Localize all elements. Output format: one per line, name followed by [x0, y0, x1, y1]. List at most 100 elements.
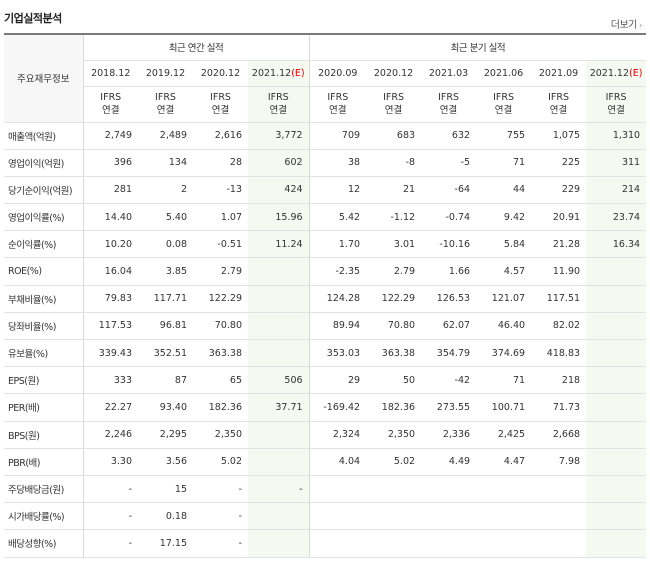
table-row: 매출액(억원) 2,749 2,489 2,616 3,772 709 683 632 755 1… — [4, 122, 647, 150]
table-cell: 333 — [83, 366, 138, 395]
table-cell: 1.70 — [308, 230, 367, 259]
table-row: 유보율(%) 339.43 352.51 363.38 353.03 363.38 354.… — [4, 339, 647, 368]
table-cell: 2,616 — [193, 122, 248, 150]
row-label: 배당성향(%) — [4, 529, 84, 558]
table-cell — [248, 448, 310, 476]
table-cell: 28 — [193, 149, 248, 177]
table-cell: 229 — [531, 176, 587, 205]
chevron-right-icon: › — [638, 21, 643, 31]
table-cell: 14.40 — [83, 203, 138, 232]
row-label: EPS(원) — [4, 366, 84, 395]
basis-header: IFRS 연결 — [83, 86, 138, 123]
table-cell — [586, 421, 647, 449]
table-cell: 273.55 — [421, 393, 477, 422]
table-cell: 3,772 — [248, 122, 310, 150]
table-cell: 374.69 — [476, 339, 532, 368]
table-cell: 311 — [586, 149, 647, 177]
row-label: 주당배당금(원) — [4, 474, 84, 504]
table-cell: - — [248, 474, 310, 504]
table-cell: 5.02 — [193, 448, 248, 476]
table-cell: 17.15 — [138, 529, 193, 558]
table-cell — [531, 529, 587, 558]
table-row: 주당배당금(원) -15- - — [4, 474, 647, 504]
table-cell: - — [83, 474, 138, 504]
table-cell: 71 — [476, 366, 532, 395]
table-row: 시가배당률(%) -0.18- — [4, 502, 647, 531]
table-cell — [586, 502, 647, 531]
table-cell: 20.91 — [531, 203, 587, 232]
table-cell — [248, 421, 310, 449]
table-cell: 50 — [366, 366, 422, 395]
table-cell — [366, 502, 422, 531]
table-cell: 117.53 — [83, 312, 138, 341]
table-cell: 353.03 — [308, 339, 367, 368]
table-cell — [476, 529, 532, 558]
table-cell: 21 — [366, 176, 422, 205]
basis-scope: 연결 — [549, 105, 568, 116]
table-cell: 5.42 — [308, 203, 367, 232]
table-cell: 2,350 — [366, 421, 422, 449]
basis-standard: IFRS — [155, 92, 176, 103]
row-label: 유보율(%) — [4, 339, 84, 368]
table-cell: 124.28 — [308, 285, 367, 313]
table-cell: 79.83 — [83, 285, 138, 313]
table-cell — [586, 529, 647, 558]
table-cell: 37.71 — [248, 393, 310, 422]
table-cell: 2,246 — [83, 421, 138, 449]
row-label: 시가배당률(%) — [4, 502, 84, 531]
table-cell: 65 — [193, 366, 248, 395]
table-row: 배당성향(%) -17.15- — [4, 529, 647, 558]
table-row: PBR(배) 3.30 3.56 5.02 4.04 5.02 4.49 4.47 7.98 — [4, 448, 647, 476]
period-label: 2021.09 — [538, 67, 579, 79]
row-label: BPS(원) — [4, 421, 84, 449]
table-cell — [248, 339, 310, 368]
table-cell: 0.18 — [138, 502, 193, 531]
table-cell — [531, 502, 587, 531]
table-cell: - — [193, 474, 248, 504]
table-cell: 424 — [248, 176, 310, 205]
table-cell — [586, 474, 647, 504]
table-cell: 214 — [586, 176, 647, 205]
table-cell: 2,324 — [308, 421, 367, 449]
table-cell — [248, 257, 310, 286]
table-cell: 182.36 — [366, 393, 422, 422]
table-cell — [248, 312, 310, 341]
table-cell: -42 — [421, 366, 477, 395]
table-cell: 396 — [83, 149, 138, 177]
table-cell: -10.16 — [421, 230, 477, 259]
table-cell: -169.42 — [308, 393, 367, 422]
row-label: 순이익률(%) — [4, 230, 84, 259]
table-cell: 352.51 — [138, 339, 193, 368]
row-label: ROE(%) — [4, 257, 84, 286]
period-header: 2021.06 — [476, 60, 532, 87]
table-row: 영업이익률(%) 14.40 5.40 1.07 15.96 5.42 -1.12 -0.74… — [4, 203, 647, 232]
table-cell — [366, 474, 422, 504]
table-cell: 3.30 — [83, 448, 138, 476]
more-link[interactable]: 더보기 › — [611, 16, 643, 31]
table-cell — [248, 502, 310, 531]
table-cell: 89.94 — [308, 312, 367, 341]
basis-standard: IFRS — [210, 92, 231, 103]
table-row: 부채비율(%) 79.83 117.71 122.29 124.28 122.29 126.… — [4, 285, 647, 313]
period-header: 2018.12 — [83, 60, 138, 87]
table-cell: 4.57 — [476, 257, 532, 286]
table-cell: 1,310 — [586, 122, 647, 150]
row-label: 부채비율(%) — [4, 285, 84, 313]
table-cell: 87 — [138, 366, 193, 395]
table-cell: 2,336 — [421, 421, 477, 449]
table-cell: 70.80 — [366, 312, 422, 341]
table-cell — [586, 366, 647, 395]
table-cell: - — [83, 502, 138, 531]
basis-scope: 연결 — [384, 105, 403, 116]
table-cell: 2,749 — [83, 122, 138, 150]
basis-header: IFRS 연결 — [476, 86, 532, 123]
basis-standard: IFRS — [383, 92, 404, 103]
table-cell: 126.53 — [421, 285, 477, 313]
basis-header-row: IFRS 연결 IFRS 연결 IFRS 연결 IFRS 연결 IFRS 연결 IFRS 연결 IFRS… — [4, 86, 647, 123]
basis-scope: 연결 — [439, 105, 458, 116]
basis-standard: IFRS — [327, 92, 349, 103]
row-label: 영업이익(억원) — [4, 149, 84, 177]
period-label: 2020.12 — [200, 67, 241, 79]
table-cell: 2.79 — [193, 257, 248, 286]
table-cell: 2,668 — [531, 421, 587, 449]
